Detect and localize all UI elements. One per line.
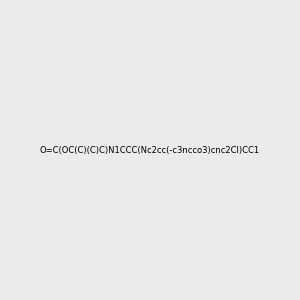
Text: O=C(OC(C)(C)C)N1CCC(Nc2cc(-c3ncco3)cnc2Cl)CC1: O=C(OC(C)(C)C)N1CCC(Nc2cc(-c3ncco3)cnc2C…	[40, 146, 260, 154]
